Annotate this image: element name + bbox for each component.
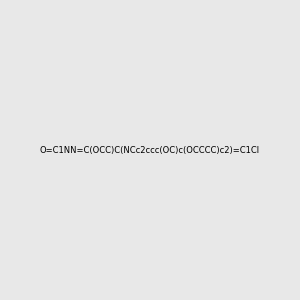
Text: O=C1NN=C(OCC)C(NCc2ccc(OC)c(OCCCC)c2)=C1Cl: O=C1NN=C(OCC)C(NCc2ccc(OC)c(OCCCC)c2)=C1… [40, 146, 260, 154]
